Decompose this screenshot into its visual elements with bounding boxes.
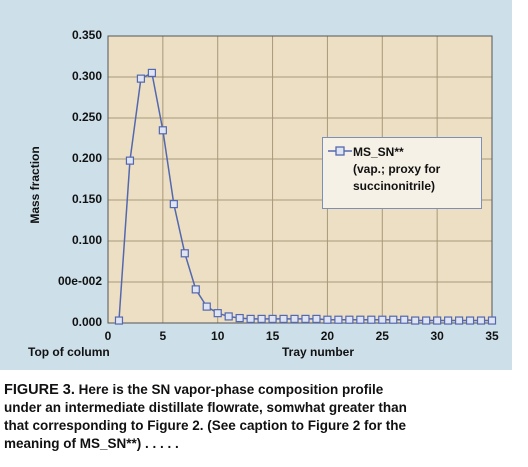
y-tick-label: 0.200: [72, 151, 102, 165]
data-point: [465, 316, 475, 325]
data-point: [290, 314, 299, 323]
data-point: [169, 200, 178, 209]
data-point: [487, 316, 497, 325]
x-tick-label: 5: [160, 329, 167, 343]
y-axis-label: Mass fraction: [28, 146, 42, 223]
legend: MS_SN** (vap.; proxy for succinonitrile): [322, 137, 482, 209]
x-tick-label: 30: [430, 329, 444, 343]
data-point: [279, 314, 288, 323]
data-point: [213, 309, 222, 318]
data-point: [180, 249, 189, 258]
x-tick-label: 15: [266, 329, 280, 343]
data-point: [125, 156, 135, 165]
x-tick-label: 0: [105, 329, 112, 343]
data-point: [268, 314, 277, 323]
y-tick-label: 0.300: [72, 69, 102, 83]
data-point: [191, 285, 200, 294]
y-tick-label: 0.000: [72, 315, 102, 329]
data-point: [301, 314, 310, 323]
data-point: [158, 126, 167, 135]
data-point: [334, 315, 343, 324]
annotation: Top of column: [28, 345, 110, 359]
plot-border: [107, 35, 493, 324]
x-tick-label: 10: [211, 329, 225, 343]
data-point: [345, 315, 354, 324]
x-tick-label: 35: [485, 329, 499, 343]
data-point: [312, 314, 321, 323]
data-point: [136, 74, 146, 83]
data-point: [246, 314, 255, 323]
y-tick-label: 0.350: [72, 28, 102, 42]
caption: FIGURE 3. Here is the SN vapor-phase com…: [4, 381, 526, 453]
x-axis-label: Tray number: [282, 345, 354, 359]
data-point: [378, 315, 387, 324]
data-point: [257, 314, 266, 323]
caption-label: FIGURE 3.: [4, 382, 75, 398]
data-point: [235, 313, 244, 323]
data-point: [433, 316, 442, 325]
data-point: [400, 315, 409, 324]
data-point: [411, 316, 420, 325]
data-point: [147, 68, 156, 78]
legend-label: MS_SN** (vap.; proxy for succinonitrile): [353, 145, 441, 193]
data-point: [476, 316, 486, 325]
caption-text: Here is the SN vapor-phase composition p…: [4, 382, 407, 451]
y-tick-label: 0.100: [72, 233, 102, 247]
data-point: [454, 316, 464, 325]
data-point: [323, 315, 332, 324]
data-point: [422, 316, 431, 325]
data-point: [202, 302, 211, 311]
data-point: [389, 315, 398, 324]
data-point: [367, 315, 376, 324]
x-tick-label: 20: [321, 329, 335, 343]
legend-square: [335, 146, 345, 156]
y-tick-label: 00e-002: [58, 274, 102, 288]
data-point: [114, 316, 124, 325]
data-point: [356, 315, 365, 324]
x-tick-label: 25: [376, 329, 390, 343]
y-tick-label: 0.250: [72, 110, 102, 124]
data-point: [444, 316, 453, 325]
legend-marker: [328, 146, 352, 156]
data-point: [224, 312, 233, 321]
y-tick-label: 0.150: [72, 192, 102, 206]
